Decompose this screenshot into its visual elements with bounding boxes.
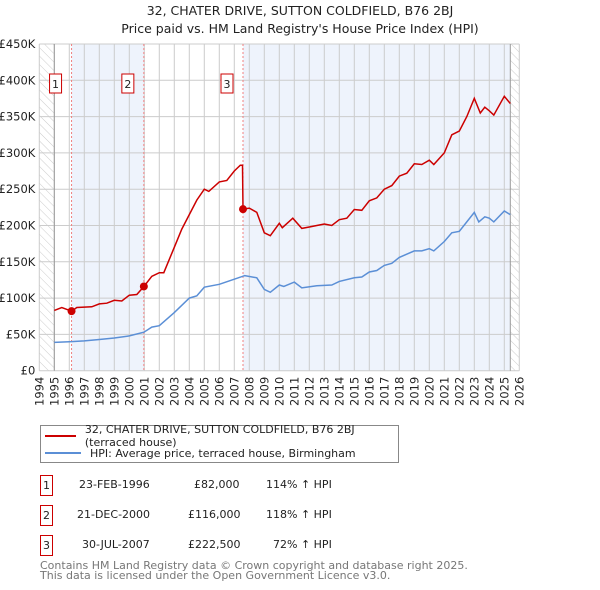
- x-tick-label: 2025: [497, 377, 511, 406]
- x-tick-label: 2002: [152, 377, 166, 406]
- sale-label: 1: [52, 78, 59, 91]
- x-tick-label: 2004: [182, 377, 196, 406]
- sale-label-box: [121, 73, 135, 94]
- x-tick-label: 2021: [437, 377, 451, 406]
- x-tick-label: 1999: [107, 377, 121, 406]
- x-tick-label: 1996: [62, 377, 76, 406]
- hatched-no-data: [510, 44, 520, 371]
- x-tick-label: 2007: [227, 377, 241, 406]
- shaded-period: [71, 44, 144, 371]
- x-tick-label: 2010: [272, 377, 286, 406]
- x-tick-label: 2023: [467, 377, 481, 406]
- sale-hpi: 72% ↑ HPI: [273, 538, 332, 551]
- x-tick-label: 2006: [212, 377, 226, 406]
- y-tick-label: £450K: [0, 37, 36, 51]
- legend-swatch-red: [45, 435, 76, 437]
- sale-point: [239, 205, 247, 214]
- x-tick-label: 2013: [317, 377, 331, 406]
- sale-label-box: [220, 73, 234, 94]
- legend-label: 32, CHATER DRIVE, SUTTON COLDFIELD, B76 …: [84, 423, 355, 449]
- x-tick-label: 2017: [377, 377, 391, 406]
- sale-marker-box: 3: [40, 535, 53, 556]
- y-tick-label: £50K: [6, 327, 36, 341]
- x-tick-label: 2024: [482, 377, 496, 406]
- hatched-no-data: [39, 44, 55, 371]
- footer-licence: This data is licensed under the Open Gov…: [40, 569, 391, 582]
- x-tick-label: 2001: [137, 377, 151, 406]
- y-tick-label: £100K: [0, 291, 36, 305]
- sale-date: 21-DEC-2000: [77, 508, 151, 521]
- shaded-period: [243, 44, 511, 371]
- legend-item-hpi: HPI: Average price, terraced house, Birm…: [45, 445, 356, 461]
- y-tick-label: £0: [21, 364, 36, 378]
- sale-label-box: [49, 73, 63, 94]
- sale-label: 3: [224, 78, 231, 91]
- sale-date: 30-JUL-2007: [82, 538, 150, 551]
- x-tick-label: 2008: [242, 377, 256, 406]
- legend: 32, CHATER DRIVE, SUTTON COLDFIELD, B76 …: [40, 423, 399, 463]
- legend-swatch-blue: [45, 452, 81, 454]
- x-tick-label: 2019: [407, 377, 421, 406]
- x-tick-label: 2020: [422, 377, 436, 406]
- x-tick-label: 2011: [287, 377, 301, 406]
- sale-date: 23-FEB-1996: [79, 478, 150, 491]
- x-tick-label: 2018: [392, 377, 406, 406]
- x-tick-label: 2015: [347, 377, 361, 406]
- hpi-line: [54, 210, 511, 344]
- sale-price: £116,000: [188, 508, 241, 521]
- x-tick-label: 2012: [302, 377, 316, 406]
- x-tick-label: 1998: [92, 377, 106, 406]
- sale-marker-box: 2: [40, 505, 53, 526]
- footer-copyright: Contains HM Land Registry data © Crown c…: [40, 559, 468, 572]
- sale-hpi: 114% ↑ HPI: [266, 478, 332, 491]
- y-tick-label: £200K: [0, 219, 36, 233]
- x-tick-label: 2009: [257, 377, 271, 406]
- chart-subtitle: Price paid vs. HM Land Registry's House …: [121, 21, 479, 36]
- y-tick-label: £150K: [0, 255, 36, 269]
- property-price-line: [54, 94, 511, 313]
- sale-price: £82,000: [194, 478, 240, 491]
- legend-item-property: 32, CHATER DRIVE, SUTTON COLDFIELD, B76 …: [45, 423, 398, 449]
- sale-label: 2: [124, 78, 131, 91]
- y-tick-label: £300K: [0, 146, 36, 160]
- x-tick-label: 1994: [32, 377, 46, 406]
- legend-label: HPI: Average price, terraced house, Birm…: [90, 446, 356, 460]
- x-tick-label: 2005: [197, 377, 211, 406]
- sale-hpi: 118% ↑ HPI: [266, 508, 332, 521]
- y-tick-label: £400K: [0, 73, 36, 87]
- sale-point: [139, 282, 148, 291]
- x-tick-label: 1997: [77, 377, 91, 406]
- y-tick-label: £250K: [0, 182, 36, 196]
- x-tick-label: 2016: [362, 377, 376, 406]
- x-tick-label: 1995: [47, 377, 61, 406]
- y-tick-label: £350K: [0, 110, 36, 124]
- x-tick-label: 2014: [332, 377, 346, 406]
- sale-marker-box: 1: [40, 475, 53, 496]
- x-tick-label: 2022: [452, 377, 466, 406]
- x-tick-label: 2000: [122, 377, 136, 406]
- sale-point: [67, 307, 76, 316]
- chart-title: 32, CHATER DRIVE, SUTTON COLDFIELD, B76 …: [146, 3, 454, 18]
- sale-price: £222,500: [188, 538, 241, 551]
- x-tick-label: 2026: [512, 377, 526, 406]
- x-tick-label: 2003: [167, 377, 181, 406]
